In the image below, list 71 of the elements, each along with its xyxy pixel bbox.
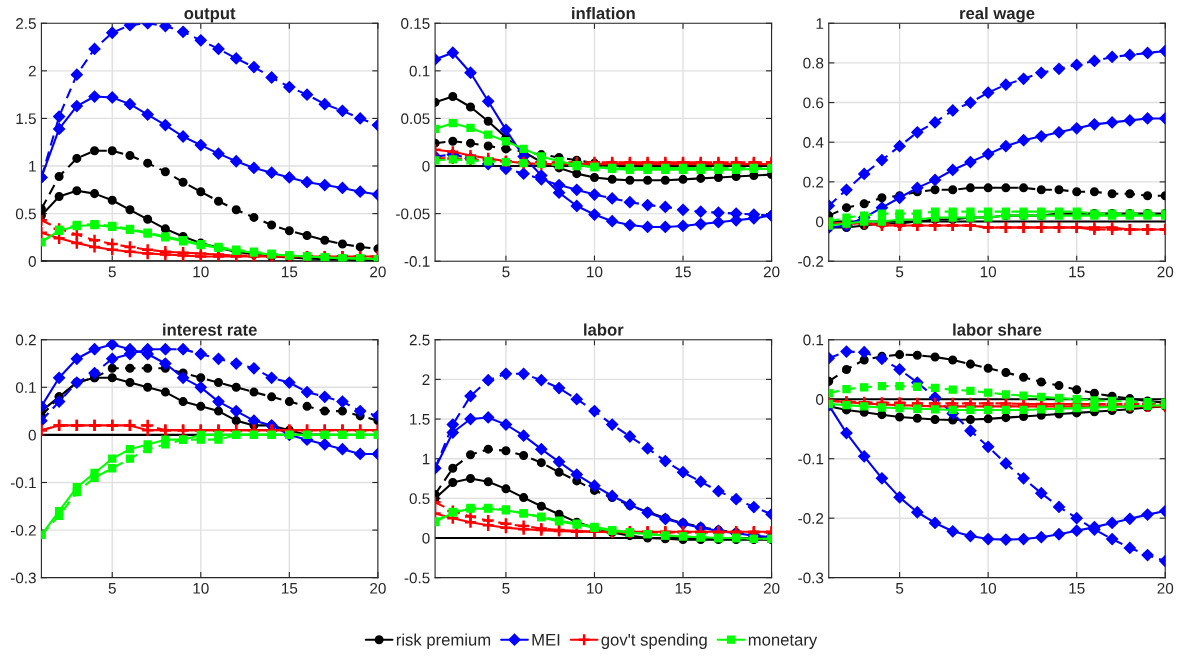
x-tick-label: 10: [980, 582, 997, 594]
x-tick-label: 15: [282, 583, 298, 594]
chart-title: interest rate: [163, 323, 257, 336]
y-tick-label: 0: [28, 256, 36, 267]
y-tick-label: 1: [29, 161, 36, 172]
x-tick-label: 20: [763, 582, 780, 594]
y-tick-label: 0.6: [803, 97, 824, 109]
y-tick-label: 0.2: [803, 176, 824, 188]
x-tick-label: 10: [980, 266, 997, 278]
chart-title: real wage: [960, 7, 1035, 23]
legend-label: gov't spending: [601, 633, 707, 649]
x-tick-label: 20: [1157, 582, 1174, 594]
y-tick-label: -0.1: [798, 453, 824, 465]
y-tick-label: 1: [422, 453, 430, 465]
chart-title: labor: [584, 323, 624, 336]
y-tick-label: 0.2: [15, 334, 36, 346]
y-tick-label: 0.5: [15, 208, 36, 220]
x-tick-label: 5: [895, 266, 904, 278]
y-tick-label: -0.3: [10, 572, 36, 584]
y-tick-label: 1.5: [16, 113, 36, 125]
y-tick-label: 2.5: [409, 334, 430, 346]
y-tick-label: 2.5: [16, 18, 36, 29]
x-tick-label: 10: [587, 582, 603, 594]
y-tick-label: 2: [28, 65, 36, 77]
legend-label: monetary: [748, 634, 818, 649]
x-tick-label: 5: [502, 583, 510, 594]
y-tick-label: -0.05: [396, 208, 430, 220]
x-tick-label: 15: [282, 266, 298, 278]
y-tick-label: -0.3: [798, 572, 824, 584]
x-tick-label: 20: [370, 582, 386, 594]
chart-title: output: [184, 8, 236, 23]
x-tick-label: 10: [193, 266, 209, 278]
y-tick-label: -0.2: [10, 524, 36, 536]
x-tick-label: 15: [675, 583, 691, 594]
x-tick-label: 5: [502, 266, 510, 278]
y-tick-label: -0.5: [404, 572, 430, 584]
y-tick-label: 0: [816, 216, 824, 228]
y-tick-label: 0: [816, 394, 824, 405]
x-tick-label: 5: [108, 266, 116, 278]
chart-title: inflation: [572, 7, 635, 20]
x-tick-label: 5: [108, 583, 116, 594]
y-tick-label: 0.5: [409, 493, 430, 505]
x-tick-label: 15: [675, 266, 691, 278]
x-tick-label: 20: [1157, 266, 1174, 278]
y-tick-label: 0.4: [803, 137, 824, 148]
y-tick-label: 0: [28, 429, 36, 441]
x-tick-label: 15: [1069, 583, 1085, 594]
y-tick-label: 0.1: [803, 334, 824, 346]
y-tick-label: -0.2: [798, 513, 824, 524]
y-tick-label: 0.15: [401, 18, 430, 29]
y-tick-label: 0.1: [15, 382, 36, 393]
y-tick-label: 0.1: [409, 65, 430, 77]
y-tick-label: 0.05: [401, 113, 430, 125]
y-tick-label: 1.5: [410, 414, 430, 425]
y-tick-label: 2: [422, 374, 430, 385]
y-tick-label: 0: [422, 532, 430, 544]
chart-title: labor share: [953, 323, 1042, 336]
y-tick-label: 1: [816, 18, 824, 29]
x-tick-label: 20: [763, 266, 780, 278]
y-tick-label: 0: [422, 160, 430, 172]
legend-label: risk premium: [396, 633, 491, 649]
x-tick-label: 10: [587, 266, 603, 278]
y-tick-label: 0.8: [803, 57, 824, 69]
x-tick-label: 15: [1069, 266, 1085, 278]
x-tick-label: 5: [895, 583, 904, 594]
x-tick-label: 10: [193, 582, 209, 594]
y-tick-label: -0.1: [10, 477, 36, 489]
legend-label: MEI: [532, 634, 560, 646]
x-tick-label: 20: [370, 266, 386, 278]
y-tick-label: -0.1: [404, 256, 430, 267]
y-tick-label: -0.2: [798, 256, 824, 267]
